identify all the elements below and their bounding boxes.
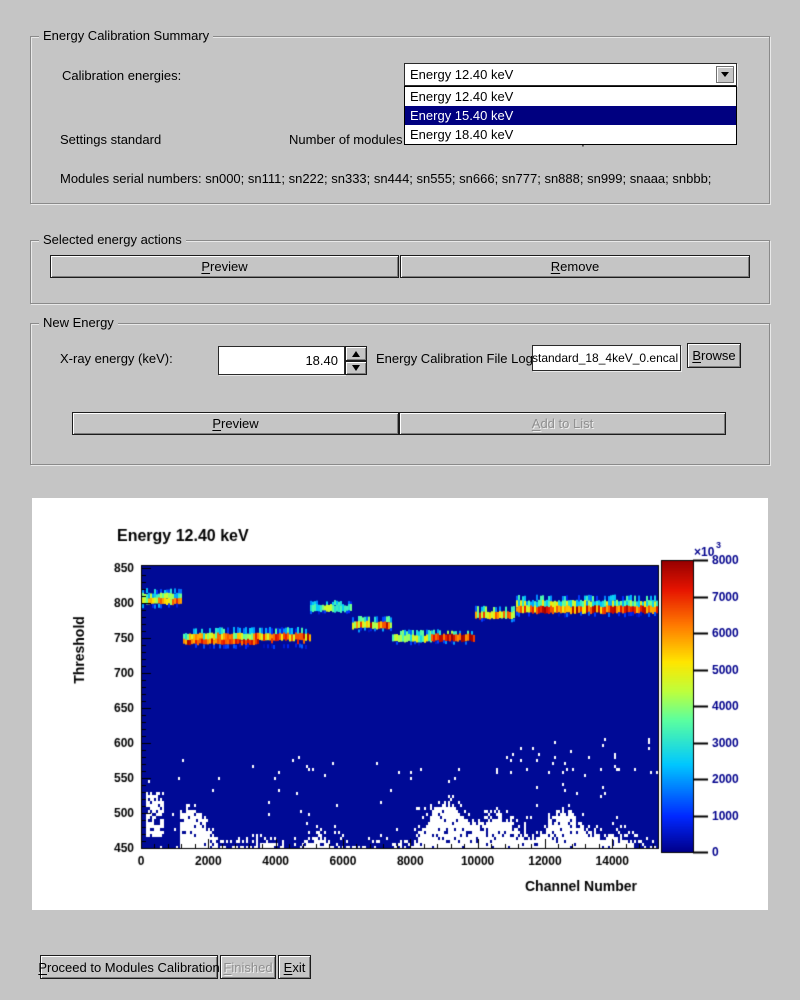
modules-serial-numbers-label: Modules serial numbers: sn000; sn111; sn…	[60, 171, 712, 186]
group-title-summary: Energy Calibration Summary	[39, 28, 214, 43]
xray-energy-label: X-ray energy (keV):	[60, 351, 173, 366]
number-of-modules-label: Number of modules 12	[289, 132, 421, 147]
spin-down-button[interactable]	[345, 361, 367, 375]
group-new-energy: New Energy	[30, 315, 770, 465]
threshold-scan-heatmap	[32, 498, 768, 910]
group-selected-energy-actions: Selected energy actions	[30, 232, 770, 304]
group-title-actions: Selected energy actions	[39, 232, 186, 247]
xray-energy-spinbox[interactable]: 18.40	[218, 346, 345, 375]
file-log-input[interactable]: standard_18_4keV_0.encal	[532, 345, 681, 371]
chevron-down-icon	[721, 72, 729, 77]
spin-up-button[interactable]	[345, 346, 367, 361]
energy-dropdown-list: Energy 12.40 keV Energy 15.40 keV Energy…	[404, 86, 737, 145]
file-log-label: Energy Calibration File Log	[376, 351, 533, 366]
energy-combobox[interactable]: Energy 12.40 keV	[404, 63, 737, 86]
group-title-new-energy: New Energy	[39, 315, 118, 330]
group-energy-calibration-summary: Energy Calibration Summary	[30, 28, 770, 204]
calibration-energies-label: Calibration energies:	[62, 68, 182, 83]
plot-panel	[32, 498, 768, 910]
energy-option[interactable]: Energy 18.40 keV	[410, 127, 514, 142]
chevron-down-icon	[352, 365, 360, 371]
energy-option[interactable]: Energy 12.40 keV	[410, 89, 514, 104]
settings-standard-label: Settings standard	[60, 132, 162, 147]
energy-option-selected[interactable]: Energy 15.40 keV	[405, 106, 736, 125]
combobox-arrow-button[interactable]	[716, 66, 734, 83]
chevron-up-icon	[352, 350, 360, 357]
energy-combobox-value: Energy 12.40 keV	[410, 67, 514, 82]
